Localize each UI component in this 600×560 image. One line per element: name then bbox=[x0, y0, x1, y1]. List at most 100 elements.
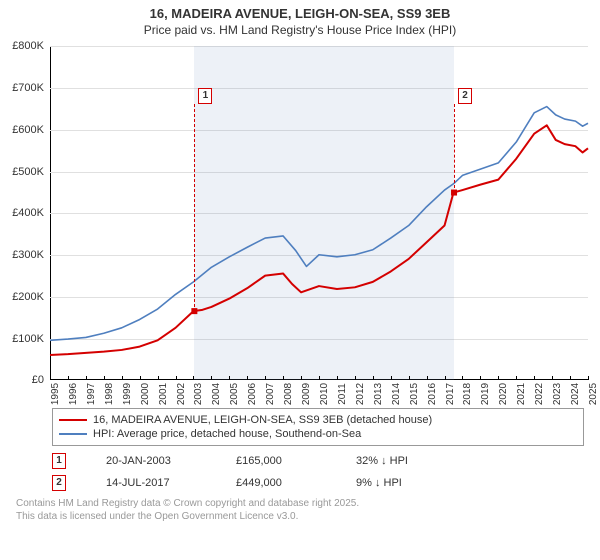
legend-label: HPI: Average price, detached house, Sout… bbox=[93, 428, 361, 440]
x-tick-label: 2007 bbox=[265, 383, 276, 405]
annotation-delta: 32% ↓ HPI bbox=[356, 455, 486, 467]
x-tick-label: 2000 bbox=[140, 383, 151, 405]
annotation-marker: 1 bbox=[52, 453, 66, 469]
legend-item: 16, MADEIRA AVENUE, LEIGH-ON-SEA, SS9 3E… bbox=[59, 413, 577, 427]
legend-swatch-icon bbox=[59, 433, 87, 435]
x-tick-mark bbox=[409, 376, 410, 380]
x-tick-label: 2020 bbox=[498, 383, 509, 405]
x-tick-mark bbox=[319, 376, 320, 380]
plot-area: 12 bbox=[50, 46, 588, 380]
x-tick-mark bbox=[265, 376, 266, 380]
annotation-price: £449,000 bbox=[236, 477, 326, 489]
x-tick-label: 1999 bbox=[122, 383, 133, 405]
annotation-delta: 9% ↓ HPI bbox=[356, 477, 486, 489]
x-tick-mark bbox=[283, 376, 284, 380]
annotation-date: 14-JUL-2017 bbox=[106, 477, 206, 489]
footer-line2: This data is licensed under the Open Gov… bbox=[16, 511, 584, 524]
chart-area: £0£100K£200K£300K£400K£500K£600K£700K£80… bbox=[6, 42, 594, 402]
x-tick-mark bbox=[68, 376, 69, 380]
callout-marker: 1 bbox=[198, 88, 212, 104]
y-tick-label: £800K bbox=[12, 40, 44, 52]
x-tick-mark bbox=[498, 376, 499, 380]
x-tick-mark bbox=[122, 376, 123, 380]
x-tick-label: 2013 bbox=[373, 383, 384, 405]
x-tick-label: 2011 bbox=[337, 384, 348, 406]
x-tick-mark bbox=[516, 376, 517, 380]
footer-attribution: Contains HM Land Registry data © Crown c… bbox=[16, 498, 584, 523]
y-tick-label: £300K bbox=[12, 249, 44, 261]
series-svg bbox=[50, 46, 588, 380]
x-tick-label: 2005 bbox=[229, 383, 240, 405]
x-tick-label: 2023 bbox=[552, 383, 563, 405]
x-tick-label: 2019 bbox=[480, 383, 491, 405]
annotation-marker: 2 bbox=[52, 475, 66, 491]
title-block: 16, MADEIRA AVENUE, LEIGH-ON-SEA, SS9 3E… bbox=[6, 6, 594, 38]
legend: 16, MADEIRA AVENUE, LEIGH-ON-SEA, SS9 3E… bbox=[52, 408, 584, 446]
x-tick-label: 1998 bbox=[104, 383, 115, 405]
legend-item: HPI: Average price, detached house, Sout… bbox=[59, 427, 577, 441]
annotation-row: 2 14-JUL-2017 £449,000 9% ↓ HPI bbox=[52, 472, 584, 494]
x-tick-mark bbox=[86, 376, 87, 380]
x-tick-mark bbox=[140, 376, 141, 380]
x-tick-label: 2009 bbox=[301, 383, 312, 405]
x-tick-label: 2024 bbox=[570, 383, 581, 405]
x-tick-mark bbox=[355, 376, 356, 380]
annotation-price: £165,000 bbox=[236, 455, 326, 467]
y-tick-label: £700K bbox=[12, 82, 44, 94]
x-tick-label: 2016 bbox=[427, 383, 438, 405]
x-tick-label: 2017 bbox=[445, 383, 456, 405]
x-tick-mark bbox=[588, 376, 589, 380]
series-line-hpi bbox=[50, 107, 588, 341]
x-tick-mark bbox=[193, 376, 194, 380]
annotation-table: 1 20-JAN-2003 £165,000 32% ↓ HPI 2 14-JUL-201… bbox=[52, 450, 584, 494]
callout-stem bbox=[194, 104, 195, 311]
chart-container: 16, MADEIRA AVENUE, LEIGH-ON-SEA, SS9 3E… bbox=[0, 0, 600, 560]
x-tick-mark bbox=[427, 376, 428, 380]
x-tick-label: 1996 bbox=[68, 383, 79, 405]
x-tick-mark bbox=[462, 376, 463, 380]
y-tick-label: £100K bbox=[12, 333, 44, 345]
title-address: 16, MADEIRA AVENUE, LEIGH-ON-SEA, SS9 3E… bbox=[6, 6, 594, 23]
x-tick-mark bbox=[229, 376, 230, 380]
footer-line1: Contains HM Land Registry data © Crown c… bbox=[16, 498, 584, 511]
y-axis-ticks: £0£100K£200K£300K£400K£500K£600K£700K£80… bbox=[6, 46, 48, 380]
callout-marker: 2 bbox=[458, 88, 472, 104]
x-tick-label: 2010 bbox=[319, 383, 330, 405]
annotation-date: 20-JAN-2003 bbox=[106, 455, 206, 467]
x-tick-label: 2015 bbox=[409, 383, 420, 405]
x-tick-mark bbox=[534, 376, 535, 380]
y-tick-label: £0 bbox=[32, 374, 44, 386]
callout-stem bbox=[454, 104, 455, 193]
x-tick-label: 1995 bbox=[50, 383, 61, 405]
x-tick-mark bbox=[104, 376, 105, 380]
x-tick-mark bbox=[50, 376, 51, 380]
x-tick-mark bbox=[337, 376, 338, 380]
series-line-price_paid bbox=[50, 126, 588, 356]
x-tick-mark bbox=[373, 376, 374, 380]
legend-swatch-icon bbox=[59, 419, 87, 421]
x-tick-label: 2018 bbox=[462, 383, 473, 405]
x-tick-mark bbox=[211, 376, 212, 380]
legend-label: 16, MADEIRA AVENUE, LEIGH-ON-SEA, SS9 3E… bbox=[93, 414, 432, 426]
x-tick-label: 2002 bbox=[176, 383, 187, 405]
x-tick-mark bbox=[445, 376, 446, 380]
title-subtitle: Price paid vs. HM Land Registry's House … bbox=[6, 23, 594, 39]
x-tick-label: 2006 bbox=[247, 383, 258, 405]
x-tick-mark bbox=[247, 376, 248, 380]
x-tick-mark bbox=[391, 376, 392, 380]
y-tick-label: £600K bbox=[12, 124, 44, 136]
x-tick-label: 2004 bbox=[211, 383, 222, 405]
x-tick-label: 2001 bbox=[158, 383, 169, 405]
x-tick-label: 2014 bbox=[391, 383, 402, 405]
x-tick-mark bbox=[552, 376, 553, 380]
x-tick-label: 2021 bbox=[516, 383, 527, 405]
x-tick-label: 1997 bbox=[86, 383, 97, 405]
x-tick-mark bbox=[480, 376, 481, 380]
x-tick-mark bbox=[158, 376, 159, 380]
x-tick-label: 2003 bbox=[193, 383, 204, 405]
y-tick-label: £400K bbox=[12, 207, 44, 219]
x-axis-ticks: 1995 1996 1997 1998 1999 2000 2001 2002 2003 2004… bbox=[50, 380, 588, 402]
x-tick-mark bbox=[176, 376, 177, 380]
x-tick-label: 2025 bbox=[588, 383, 599, 405]
x-tick-label: 2022 bbox=[534, 383, 545, 405]
